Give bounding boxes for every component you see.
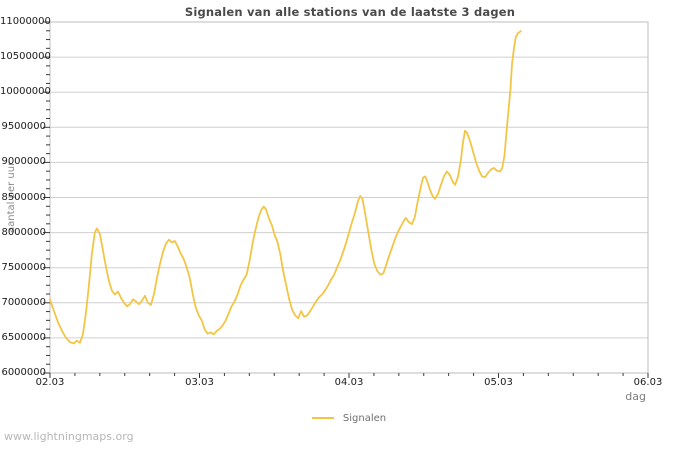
x-tick-label: 06.03 (633, 377, 663, 388)
series-line-signalen (49, 30, 522, 345)
chart-title: Signalen van alle stations van de laatst… (184, 5, 516, 19)
y-tick-label: 8000000 (1, 226, 46, 238)
y-tick-label: 8500000 (1, 191, 46, 203)
y-tick-label: 10000000 (0, 86, 51, 98)
x-tick-label: 02.03 (35, 377, 65, 388)
x-tick-label: 04.03 (334, 377, 364, 388)
y-tick-label: 6500000 (1, 331, 46, 343)
legend: Signalen (50, 411, 648, 425)
y-tick-label: 10500000 (0, 51, 51, 63)
y-tick-label: 7000000 (1, 296, 46, 308)
y-tick-label: 7500000 (1, 261, 46, 273)
legend-line-swatch (311, 417, 334, 419)
y-tick-label: 6000000 (1, 367, 46, 378)
legend-label: Signalen (342, 412, 387, 424)
y-tick-label: 9000000 (1, 156, 46, 168)
x-tick-label: 05.03 (484, 377, 513, 388)
x-axis-label: dag (625, 390, 646, 403)
y-tick-label: 9500000 (1, 121, 46, 133)
y-tick-label: 11000000 (0, 16, 51, 27)
x-tick-label: 03.03 (185, 377, 214, 388)
watermark-text: www.lightningmaps.org (4, 430, 134, 443)
